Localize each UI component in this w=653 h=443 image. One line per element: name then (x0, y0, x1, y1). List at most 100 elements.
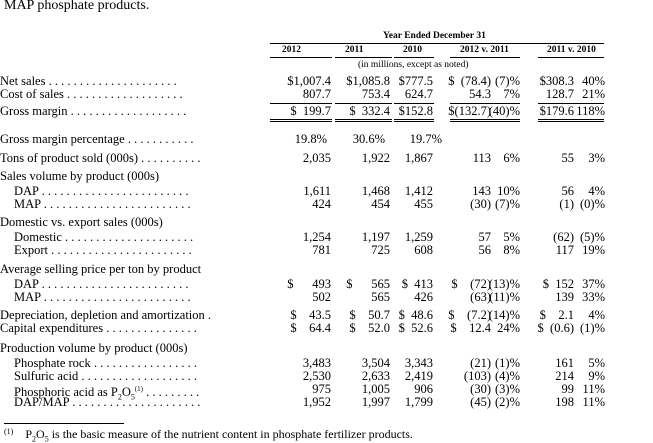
table-row: Average selling price per ton by product (0, 263, 653, 276)
cell-v2011: 565 (371, 290, 390, 304)
row-label: Phosphoric acid as P2O5(1) . . . . . . .… (14, 385, 200, 402)
cell-d1b: (14)% (488, 308, 520, 322)
cell-d2a: 214 (555, 369, 574, 383)
cell-d1a: (30) (470, 197, 491, 211)
cell-d1b: (3)% (495, 382, 520, 396)
header-col-2012: 2012 (282, 45, 301, 55)
table-row: Tons of product sold (000s) . . . . . . … (0, 152, 653, 165)
table-row: Sulfuric acid . . . . . . . . . . . . . … (0, 370, 653, 383)
cell-v2012: 807.7 (302, 87, 331, 101)
cell-d1a: $ (7.2) (448, 308, 491, 322)
cell-d2b: 40% (582, 74, 605, 88)
cell-d2b: 4% (588, 184, 605, 198)
cell-d2b: 21% (582, 87, 605, 101)
cell-d1a: 143 (472, 184, 491, 198)
footnote: (1) P2O5 is the basic measure of the nutr… (4, 427, 413, 443)
cell-v2010: 2,419 (404, 369, 433, 383)
cell-v2011: $ 52.0 (349, 321, 390, 335)
cell-d2a: $ 2.1 (539, 308, 574, 322)
cell-v2010: $ 48.6 (398, 308, 433, 322)
cell-d1a: $ (78.4) (448, 74, 491, 88)
cell-v2011: 1,197 (361, 230, 390, 244)
row-label: Phosphate rock . . . . . . . . . . . . .… (14, 356, 197, 370)
table-row: Phosphoric acid as P2O5(1) . . . . . . .… (0, 382, 653, 402)
row-label: DAP . . . . . . . . . . . . . . . . . . … (14, 184, 189, 198)
row-label: Net sales . . . . . . . . . . . . . . . … (0, 74, 177, 88)
cell-v2010: 455 (414, 197, 433, 211)
row-label: MAP . . . . . . . . . . . . . . . . . . … (14, 290, 191, 304)
table-row: Net sales . . . . . . . . . . . . . . . … (0, 75, 653, 88)
cell-d2b: 11% (582, 382, 605, 396)
cell-d2a: 128.7 (545, 87, 574, 101)
cell-v2012: 19.8% (294, 132, 327, 146)
cell-v2010: $152.8 (398, 104, 433, 118)
cell-d1a: (30) (470, 382, 491, 396)
cell-d1a: (21) (470, 356, 491, 370)
table-row: Export . . . . . . . . . . . . . . . . .… (0, 244, 653, 257)
cell-d2b: 33% (582, 290, 605, 304)
cell-d1b: (11)% (489, 290, 520, 304)
cell-v2010: 3,343 (404, 356, 433, 370)
table-row: Gross margin percentage . . . . . . . . … (0, 133, 653, 146)
row-label: Domestic vs. export sales (000s) (0, 215, 163, 229)
cell-v2011: $ 332.4 (349, 104, 390, 118)
cell-v2012: $ 43.5 (290, 308, 331, 322)
cell-d2a: (62) (553, 230, 574, 244)
cell-v2012: $ 64.4 (290, 321, 331, 335)
cell-v2010: 906 (414, 382, 433, 396)
cell-v2012: 781 (312, 243, 331, 257)
cell-d1a: (45) (470, 395, 491, 409)
cell-v2011: 454 (371, 197, 390, 211)
row-label: MAP . . . . . . . . . . . . . . . . . . … (14, 197, 191, 211)
row-label: Sales volume by product (000s) (0, 169, 160, 183)
row-label: Capital expenditures . . . . . . . . . .… (0, 321, 197, 335)
table-row: Domestic vs. export sales (000s) (0, 216, 653, 229)
cell-d1a: 113 (472, 151, 491, 165)
cell-d2a: 198 (555, 395, 574, 409)
row-label: Tons of product sold (000s) . . . . . . … (0, 151, 201, 165)
cell-d1b: (2)% (495, 395, 520, 409)
cell-v2010: $ 413 (401, 277, 433, 291)
cell-v2012: 424 (312, 197, 331, 211)
cell-d2b: 3% (588, 151, 605, 165)
cell-d2a: $308.3 (539, 74, 574, 88)
cell-d1b: 10% (497, 184, 520, 198)
cell-v2011: 1,005 (361, 382, 390, 396)
cell-d2b: (1)% (580, 321, 605, 335)
table-row: Sales volume by product (000s) (0, 170, 653, 183)
cell-v2011: 2,633 (361, 369, 390, 383)
cell-d2a: 56 (561, 184, 575, 198)
cell-d1a: $ (72) (451, 277, 491, 291)
table-row: Production volume by product (000s) (0, 342, 653, 355)
cell-v2011: 725 (371, 243, 390, 257)
cell-v2012: 2,530 (302, 369, 331, 383)
cell-v2012: $ 493 (287, 277, 331, 291)
intro-text: MAP phosphate products. (4, 0, 150, 13)
table-row: DAP/MAP . . . . . . . . . . . . . . . . … (0, 396, 653, 409)
cell-v2010: 608 (414, 243, 433, 257)
cell-d2a: 99 (561, 382, 575, 396)
cell-d2b: 118% (576, 104, 605, 118)
cell-v2011: 3,504 (361, 356, 390, 370)
header-col-2011: 2011 (345, 45, 364, 55)
cell-d1b: 5% (503, 230, 520, 244)
cell-v2010: 1,259 (404, 230, 433, 244)
cell-v2010: 1,867 (404, 151, 433, 165)
table-row: Depreciation, depletion and amortization… (0, 309, 653, 322)
table-row: Domestic . . . . . . . . . . . . . . . .… (0, 231, 653, 244)
header-col-2011v2010: 2011 v. 2010 (547, 45, 596, 55)
cell-v2012: 502 (312, 290, 331, 304)
cell-d2a: $ 152 (542, 277, 574, 291)
table-row: MAP . . . . . . . . . . . . . . . . . . … (0, 291, 653, 304)
header-units: (in millions, except as noted) (358, 60, 469, 70)
header-col-2010: 2010 (403, 45, 422, 55)
cell-d1b: (7)% (495, 74, 520, 88)
table-row: Capital expenditures . . . . . . . . . .… (0, 322, 653, 335)
cell-d1b: (4)% (495, 369, 520, 383)
cell-v2012: 1,254 (302, 230, 331, 244)
cell-d2a: 139 (555, 290, 574, 304)
cell-v2011: $ 50.7 (349, 308, 390, 322)
cell-v2011: $1,085.8 (346, 74, 390, 88)
row-label: Export . . . . . . . . . . . . . . . . .… (14, 243, 192, 257)
cell-d1b: (40)% (488, 104, 520, 118)
